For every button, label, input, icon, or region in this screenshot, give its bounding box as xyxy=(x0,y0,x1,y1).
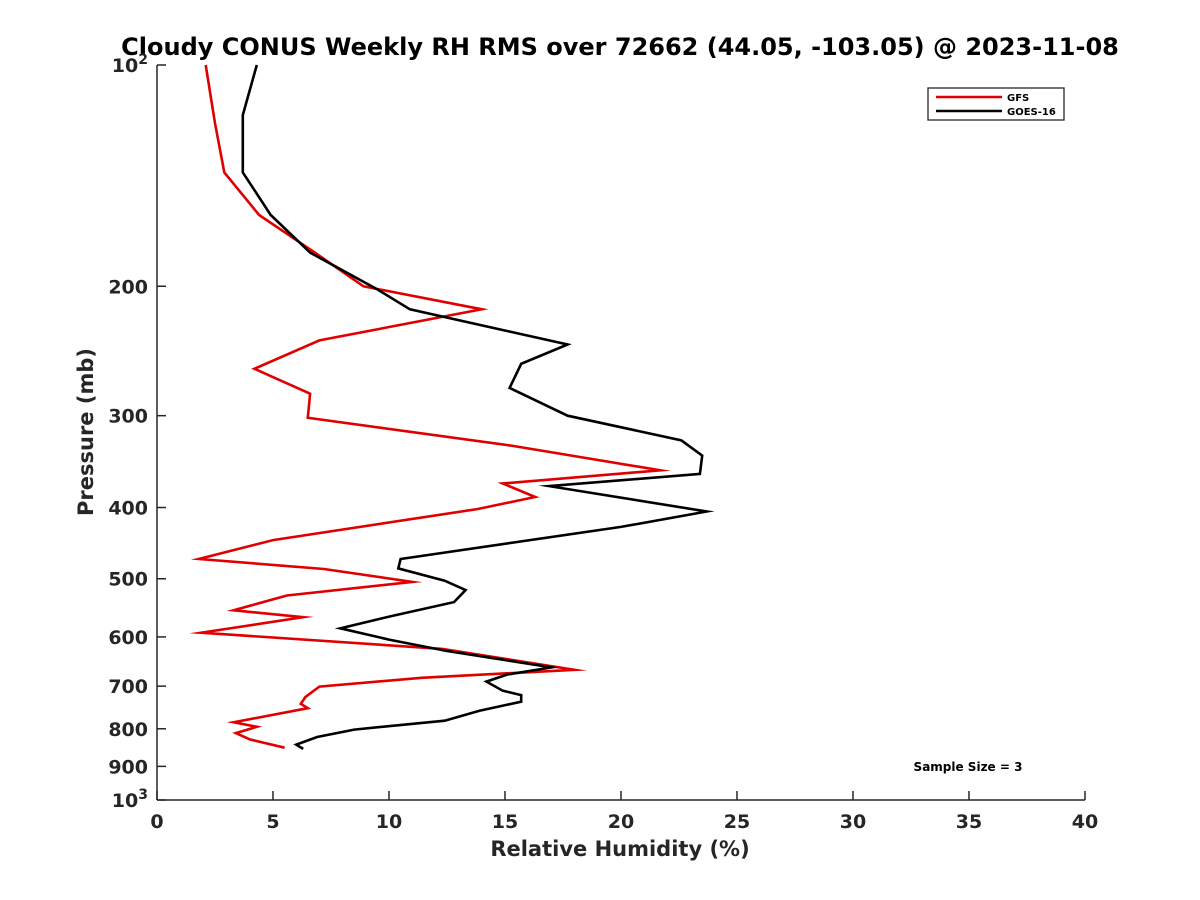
x-axis-label: Relative Humidity (%) xyxy=(490,837,749,861)
sample-size-annotation: Sample Size = 3 xyxy=(914,760,1023,774)
y-tick-label: 400 xyxy=(108,498,148,520)
y-tick-label: 300 xyxy=(108,406,148,428)
x-tick-label: 30 xyxy=(840,811,866,833)
y-tick-label: 800 xyxy=(108,719,148,741)
x-tick-label: 0 xyxy=(150,811,163,833)
legend-label-goes-16: GOES-16 xyxy=(1007,107,1056,118)
legend-label-gfs: GFS xyxy=(1007,93,1029,104)
series-line-goes-16 xyxy=(241,64,715,751)
plot-lines xyxy=(189,64,715,751)
ticks: 0 5 10 15 20 25 30 35 40 102 200 300 400 500 600 700 800… xyxy=(108,52,1098,833)
chart-title: Cloudy CONUS Weekly RH RMS over 72662 (4… xyxy=(121,33,1119,61)
y-tick-label: 102 xyxy=(112,52,148,77)
x-tick-label: 15 xyxy=(492,811,518,833)
y-tick-label: 103 xyxy=(112,787,148,812)
x-tick-label: 20 xyxy=(608,811,634,833)
x-tick-label: 10 xyxy=(376,811,402,833)
y-tick-label: 600 xyxy=(108,627,148,649)
y-axis-label: Pressure (mb) xyxy=(74,348,98,516)
y-tick-label: 500 xyxy=(108,569,148,591)
legend-box xyxy=(927,87,1065,121)
series-line-gfs xyxy=(189,64,671,749)
x-tick-label: 35 xyxy=(956,811,982,833)
legend: GFS GOES-16 xyxy=(927,87,1065,121)
x-tick-label: 40 xyxy=(1072,811,1098,833)
y-tick-label: 200 xyxy=(108,276,148,298)
y-tick-label: 700 xyxy=(108,676,148,698)
x-tick-label: 5 xyxy=(266,811,279,833)
x-tick-label: 25 xyxy=(724,811,750,833)
y-tick-label: 900 xyxy=(108,756,148,778)
